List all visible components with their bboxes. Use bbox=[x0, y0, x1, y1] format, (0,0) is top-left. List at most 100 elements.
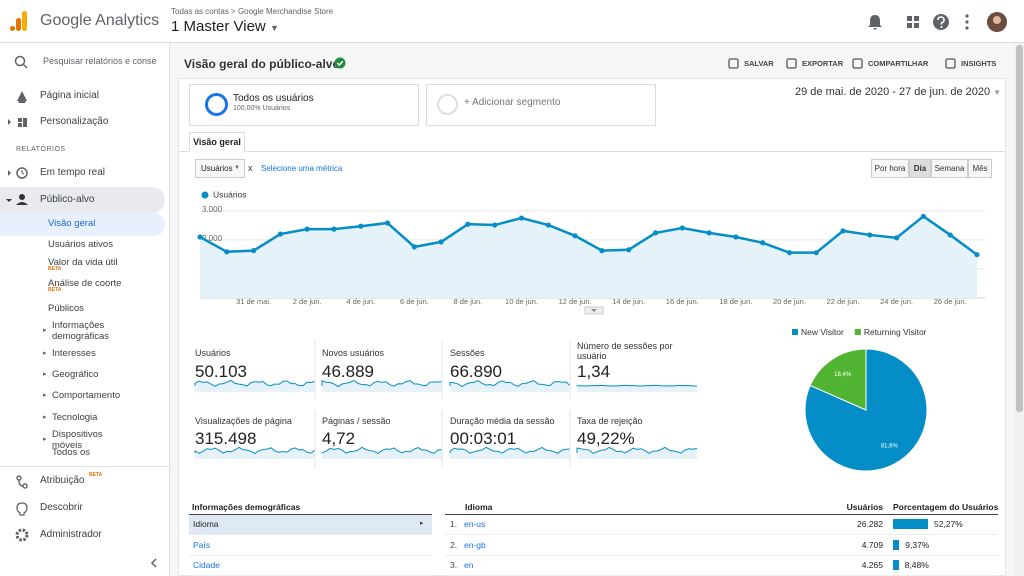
nav-subitem[interactable]: Informações demográficas bbox=[52, 320, 110, 342]
nav-subitem[interactable]: Públicos bbox=[48, 303, 84, 314]
report-title: Visão geral do público-alvo bbox=[184, 57, 340, 71]
language-link[interactable]: en-us bbox=[464, 519, 486, 529]
select-metric[interactable]: Selecione uma métrica bbox=[261, 164, 343, 173]
demographic-link[interactable]: País bbox=[193, 540, 211, 550]
apps-icon[interactable] bbox=[907, 16, 919, 28]
point bbox=[411, 244, 417, 250]
action-button[interactable]: INSIGHTS bbox=[961, 59, 997, 68]
sparkline bbox=[194, 446, 316, 455]
rank: 1. bbox=[450, 519, 458, 529]
point bbox=[304, 226, 310, 232]
breadcrumb-item[interactable]: Todas as contas bbox=[171, 7, 229, 16]
badge: BETA bbox=[48, 266, 62, 272]
x-tick-label: 22 de jun. bbox=[827, 297, 860, 306]
notifications-icon[interactable] bbox=[868, 15, 882, 30]
action-icon bbox=[945, 58, 956, 69]
row-divider bbox=[445, 534, 998, 535]
help-icon[interactable] bbox=[933, 14, 949, 30]
nav-subitem[interactable]: Valor da vida útil bbox=[48, 257, 118, 268]
point bbox=[867, 232, 873, 238]
action-button[interactable]: SALVAR bbox=[744, 59, 774, 68]
language-link[interactable]: en-gb bbox=[464, 540, 486, 550]
demographic-link[interactable]: Cidade bbox=[193, 560, 220, 570]
sparkline-fill bbox=[577, 385, 697, 392]
nav-subitem[interactable]: Análise de coorte bbox=[48, 278, 122, 289]
x-tick-label: 26 de jun. bbox=[934, 297, 967, 306]
metric-select[interactable]: Usuários ▼ bbox=[195, 159, 245, 178]
nav-subitem[interactable]: Interesses bbox=[52, 348, 96, 359]
nav-subitem[interactable]: Visão geral bbox=[48, 218, 96, 229]
add-segment-card[interactable] bbox=[426, 84, 656, 126]
y-tick-label: 3.000 bbox=[202, 205, 223, 214]
scrollbar-thumb[interactable] bbox=[1016, 45, 1023, 412]
column-header: Idioma bbox=[465, 502, 493, 512]
x-tick-label: 20 de jun. bbox=[773, 297, 806, 306]
point bbox=[760, 240, 766, 246]
search-input[interactable]: Pesquisar relatórios e conse bbox=[43, 56, 157, 66]
percent-label: 52,27% bbox=[934, 519, 963, 529]
expand-arrow: ▸ bbox=[43, 436, 47, 443]
granularity-button[interactable]: Semana bbox=[931, 159, 968, 178]
nav-subitem[interactable]: Tecnologia bbox=[52, 412, 98, 423]
divider bbox=[0, 466, 170, 467]
line bbox=[199, 214, 978, 256]
nav-item[interactable]: Atribuição bbox=[40, 475, 85, 486]
slice-label: 81,6% bbox=[881, 443, 899, 449]
nav-item[interactable]: Em tempo real bbox=[40, 167, 106, 178]
slice-label: 18,4% bbox=[834, 372, 852, 378]
sparkline bbox=[321, 446, 443, 454]
nav-item[interactable]: Público-alvo bbox=[40, 194, 95, 205]
point bbox=[331, 226, 337, 232]
nav-item[interactable]: Personalização bbox=[40, 116, 109, 127]
date-range-text[interactable]: 29 de mai. de 2020 - 27 de jun. de 2020 bbox=[795, 86, 991, 98]
nav-subitem[interactable]: Geográfico bbox=[52, 369, 99, 380]
expand-arrow: ▸ bbox=[43, 392, 47, 399]
metric-value: 00:03:01 bbox=[450, 429, 517, 448]
users: 26.282 bbox=[857, 519, 883, 529]
x-tick-label: 4 de jun. bbox=[346, 297, 375, 306]
legend-marker bbox=[201, 191, 209, 199]
nav-subitem[interactable]: Todos os bbox=[52, 447, 91, 458]
chart-handle[interactable] bbox=[584, 306, 604, 315]
view-selector[interactable]: 1 Master View ▼ bbox=[171, 18, 279, 35]
x-tick-label: 10 de jun. bbox=[505, 297, 538, 306]
nav-item[interactable]: Página inicial bbox=[40, 90, 99, 101]
legend-label: Usuários bbox=[213, 189, 247, 199]
action-button[interactable]: COMPARTILHAR bbox=[868, 59, 929, 68]
language-link[interactable]: en bbox=[464, 560, 474, 570]
nav-item[interactable]: Descobrir bbox=[40, 502, 83, 513]
area bbox=[200, 216, 977, 298]
expand-arrow: ▸ bbox=[43, 371, 47, 378]
view-name[interactable]: 1 Master View bbox=[171, 18, 266, 35]
granularity-button[interactable]: Por hora bbox=[871, 159, 909, 178]
more-icon[interactable] bbox=[965, 14, 969, 30]
tab[interactable]: Visão geral bbox=[189, 132, 245, 152]
metric-select-text[interactable]: Usuários bbox=[201, 164, 233, 173]
remove-metric[interactable]: x bbox=[248, 163, 253, 173]
sparkline-fill bbox=[322, 380, 442, 392]
date-range[interactable]: 29 de mai. de 2020 - 27 de jun. de 2020 … bbox=[795, 86, 1002, 98]
point bbox=[492, 222, 498, 228]
rank: 2. bbox=[450, 540, 458, 550]
action-icons bbox=[728, 58, 956, 69]
nav-subitem[interactable]: Comportamento bbox=[52, 390, 121, 401]
nav-subitem[interactable]: Usuários ativos bbox=[48, 239, 113, 250]
sparklines bbox=[194, 340, 698, 468]
add-segment[interactable]: + Adicionar segmento bbox=[464, 97, 561, 108]
y-tick-label: 2.000 bbox=[202, 234, 223, 243]
demographic-link[interactable]: Idioma bbox=[193, 519, 219, 529]
point bbox=[358, 223, 364, 229]
percent-bar bbox=[893, 540, 900, 550]
x-tick-label: 31 de mai. bbox=[236, 297, 271, 306]
breadcrumb-item[interactable]: Google Merchandise Store bbox=[237, 7, 334, 16]
breadcrumb[interactable]: Todas as contas > Google Merchandise Sto… bbox=[171, 7, 334, 16]
expand-arrow: ▸ bbox=[43, 350, 47, 357]
nav-subitem[interactable]: Dispositivos móveis bbox=[52, 429, 103, 451]
logo bbox=[10, 11, 27, 31]
nav-item[interactable]: Administrador bbox=[40, 529, 102, 540]
point bbox=[572, 233, 578, 239]
granularity-button[interactable]: Dia bbox=[909, 159, 931, 178]
granularity-button[interactable]: Mês bbox=[968, 159, 992, 178]
metric-label: Duração média da sessão bbox=[450, 416, 555, 426]
action-button[interactable]: EXPORTAR bbox=[802, 59, 844, 68]
